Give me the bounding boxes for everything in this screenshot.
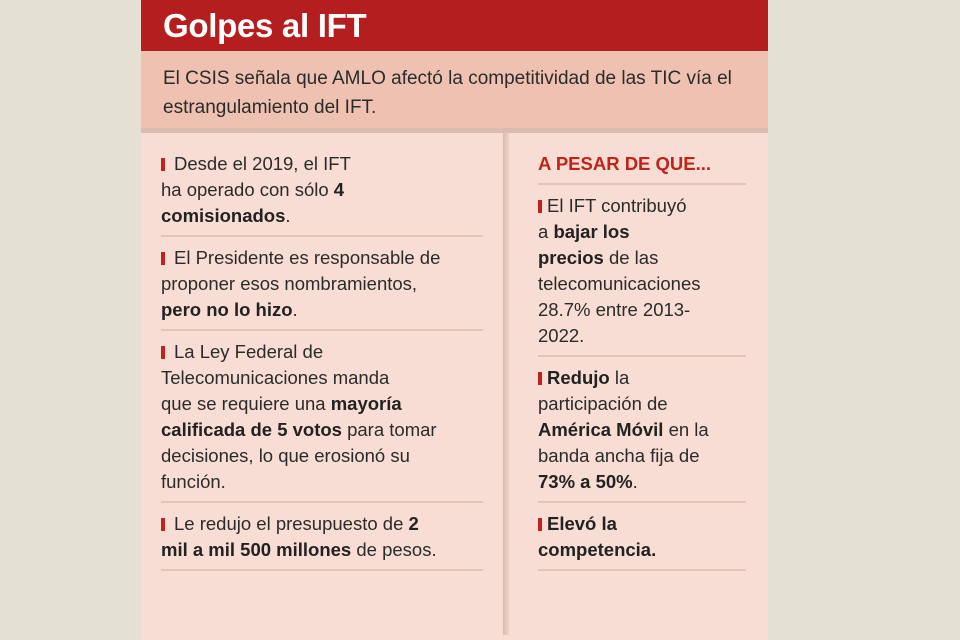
list-item: Redujo la participación de América Móvil… bbox=[538, 365, 746, 503]
left-column: Desde el 2019, el IFT ha operado con sól… bbox=[141, 133, 505, 635]
column-divider bbox=[503, 133, 509, 635]
bullet-icon bbox=[161, 346, 165, 359]
bullet-icon bbox=[161, 518, 165, 531]
intro-text: El CSIS señala que AMLO afectó la compet… bbox=[141, 51, 768, 133]
content-columns: Desde el 2019, el IFT ha operado con sól… bbox=[141, 133, 768, 635]
bullet-icon bbox=[538, 518, 542, 531]
section-heading: A PESAR DE QUE... bbox=[538, 151, 746, 185]
bullet-icon bbox=[538, 200, 542, 213]
list-item: El Presidente es responsable de proponer… bbox=[161, 245, 483, 331]
list-item: El IFT contribuyó a bajar los precios de… bbox=[538, 193, 746, 357]
bullet-icon bbox=[161, 158, 165, 171]
title-bar: Golpes al IFT bbox=[141, 0, 768, 51]
list-item: La Ley Federal de Telecomunicaciones man… bbox=[161, 339, 483, 503]
infographic-card: Golpes al IFT El CSIS señala que AMLO af… bbox=[141, 0, 768, 640]
list-item: Elevó la competencia. bbox=[538, 511, 746, 571]
bullet-icon bbox=[161, 252, 165, 265]
page-title: Golpes al IFT bbox=[163, 6, 367, 44]
list-item: Le redujo el presupuesto de 2 mil a mil … bbox=[161, 511, 483, 571]
right-column: A PESAR DE QUE... El IFT contribuyó a ba… bbox=[509, 133, 768, 635]
bullet-icon bbox=[538, 372, 542, 385]
list-item: Desde el 2019, el IFT ha operado con sól… bbox=[161, 151, 483, 237]
